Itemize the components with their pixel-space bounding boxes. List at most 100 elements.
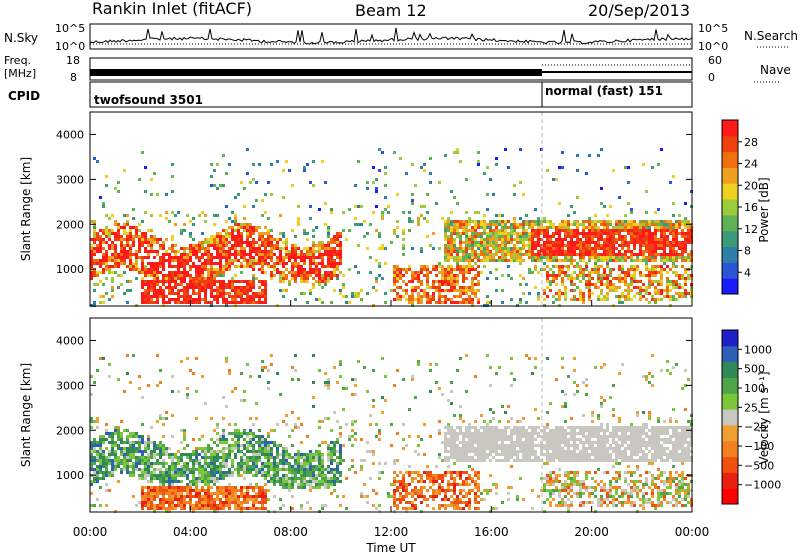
- heatmap-cell: [249, 265, 252, 268]
- heatmap-cell: [600, 253, 603, 256]
- heatmap-cell: [423, 217, 426, 220]
- heatmap-cell: [177, 271, 180, 274]
- heatmap-cell: [519, 259, 522, 262]
- heatmap-cell: [183, 453, 186, 456]
- heatmap-cell: [108, 375, 111, 378]
- heatmap-cell: [327, 232, 330, 235]
- heatmap-cell: [480, 232, 483, 235]
- heatmap-cell: [660, 289, 663, 292]
- heatmap-cell: [249, 286, 252, 289]
- heatmap-cell: [198, 489, 201, 492]
- heatmap-cell: [108, 271, 111, 274]
- heatmap-cell: [189, 369, 192, 372]
- heatmap-cell: [267, 235, 270, 238]
- heatmap-cell: [618, 196, 621, 199]
- heatmap-cell: [222, 435, 225, 438]
- heatmap-cell: [396, 292, 399, 295]
- heatmap-cell: [624, 283, 627, 286]
- heatmap-cell: [312, 250, 315, 253]
- heatmap-cell: [453, 277, 456, 280]
- heatmap-cell: [420, 283, 423, 286]
- heatmap-cell: [225, 495, 228, 498]
- heatmap-cell: [546, 295, 549, 298]
- heatmap-cell: [393, 283, 396, 286]
- heatmap-cell: [627, 289, 630, 292]
- heatmap-cell: [444, 271, 447, 274]
- heatmap-cell: [252, 486, 255, 489]
- heatmap-cell: [102, 253, 105, 256]
- heatmap-cell: [231, 471, 234, 474]
- heatmap-cell: [489, 256, 492, 259]
- heatmap-cell: [282, 232, 285, 235]
- heatmap-cell: [102, 262, 105, 265]
- heatmap-cell: [468, 262, 471, 265]
- heatmap-cell: [141, 423, 144, 426]
- heatmap-cell: [93, 459, 96, 462]
- heatmap-cell: [480, 250, 483, 253]
- heatmap-cell: [267, 253, 270, 256]
- heatmap-cell: [486, 253, 489, 256]
- heatmap-cell: [168, 253, 171, 256]
- heatmap-cell: [444, 235, 447, 238]
- heatmap-cell: [222, 280, 225, 283]
- heatmap-cell: [363, 459, 366, 462]
- heatmap-cell: [255, 262, 258, 265]
- heatmap-cell: [177, 462, 180, 465]
- heatmap-cell: [270, 468, 273, 471]
- heatmap-cell: [327, 247, 330, 250]
- heatmap-cell: [468, 265, 471, 268]
- heatmap-cell: [150, 295, 153, 298]
- heatmap-cell: [105, 214, 108, 217]
- heatmap-cell: [225, 229, 228, 232]
- heatmap-cell: [309, 489, 312, 492]
- heatmap-cell: [675, 241, 678, 244]
- heatmap-cell: [201, 241, 204, 244]
- heatmap-cell: [633, 247, 636, 250]
- heatmap-cell: [333, 274, 336, 277]
- heatmap-cell: [255, 253, 258, 256]
- heatmap-cell: [114, 253, 117, 256]
- heatmap-cell: [171, 465, 174, 468]
- heatmap-cell: [414, 504, 417, 507]
- heatmap-cell: [114, 453, 117, 456]
- heatmap-cell: [210, 271, 213, 274]
- heatmap-cell: [177, 268, 180, 271]
- heatmap-cell: [213, 462, 216, 465]
- heatmap-cell: [522, 277, 525, 280]
- heatmap-cell: [330, 471, 333, 474]
- heatmap-cell: [237, 223, 240, 226]
- heatmap-cell: [108, 456, 111, 459]
- heatmap-cell: [555, 178, 558, 181]
- heatmap-cell: [216, 471, 219, 474]
- heatmap-cell: [201, 268, 204, 271]
- heatmap-cell: [483, 226, 486, 229]
- heatmap-cell: [447, 223, 450, 226]
- heatmap-cell: [207, 489, 210, 492]
- heatmap-cell: [267, 444, 270, 447]
- heatmap-cell: [519, 181, 522, 184]
- heatmap-cell: [312, 268, 315, 271]
- heatmap-cell: [327, 250, 330, 253]
- heatmap-cell: [405, 283, 408, 286]
- heatmap-cell: [588, 232, 591, 235]
- heatmap-cell: [426, 301, 429, 304]
- heatmap-cell: [339, 471, 342, 474]
- heatmap-cell: [285, 268, 288, 271]
- heatmap-cell: [306, 480, 309, 483]
- heatmap-cell: [327, 450, 330, 453]
- heatmap-cell: [153, 286, 156, 289]
- heatmap-cell: [429, 301, 432, 304]
- heatmap-cell: [135, 259, 138, 262]
- heatmap-cell: [306, 250, 309, 253]
- heatmap-cell: [420, 486, 423, 489]
- heatmap-cell: [201, 271, 204, 274]
- heatmap-cell: [234, 453, 237, 456]
- heatmap-cell: [618, 244, 621, 247]
- heatmap-cell: [150, 244, 153, 247]
- heatmap-cell: [486, 232, 489, 235]
- heatmap-cell: [123, 253, 126, 256]
- heatmap-cell: [504, 229, 507, 232]
- heatmap-cell: [549, 238, 552, 241]
- heatmap-cell: [111, 256, 114, 259]
- heatmap-cell: [264, 474, 267, 477]
